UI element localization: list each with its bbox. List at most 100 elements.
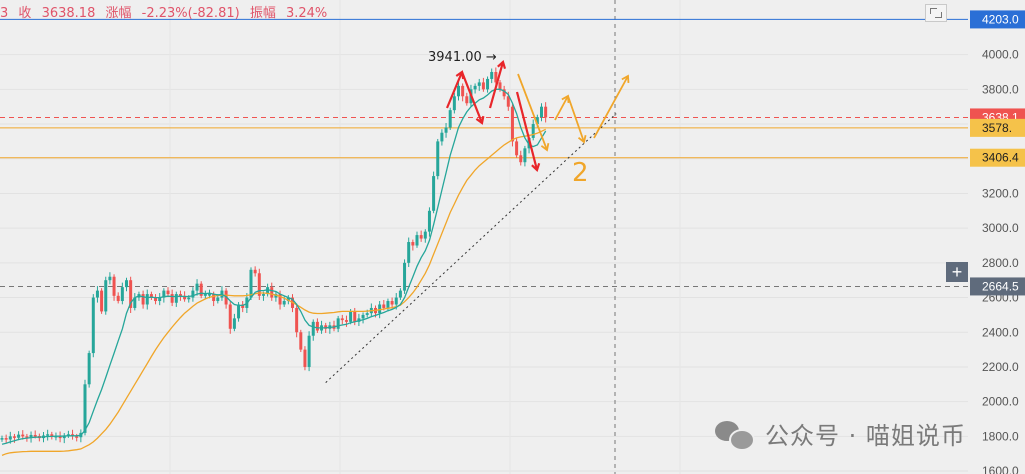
candle-body: [382, 304, 386, 308]
candle-body: [257, 273, 261, 296]
change-label: 涨幅: [105, 6, 132, 21]
amplitude-label: 振幅: [249, 6, 276, 21]
wave-arrow-down-1-head: [475, 115, 485, 125]
candle-body: [311, 321, 315, 336]
candle-body: [133, 297, 137, 308]
candle-body: [378, 304, 382, 314]
candle-body: [386, 301, 390, 308]
y-tick-label: 2200.0: [982, 360, 1019, 374]
candle-body: [440, 132, 444, 142]
candle-body: [29, 434, 33, 438]
candle-body: [187, 297, 191, 300]
projection-arrow-1-head: [540, 142, 550, 152]
candle-body: [353, 311, 357, 322]
candle-body: [203, 294, 207, 296]
candle-body: [365, 313, 369, 315]
candle-body: [112, 276, 116, 296]
candle-body: [477, 82, 481, 86]
candle-body: [83, 384, 87, 433]
candle-body: [104, 280, 108, 312]
candle-body: [427, 210, 431, 232]
y-tick-label: 3000.0: [982, 221, 1019, 235]
candle-body: [253, 269, 257, 274]
candle-body: [349, 311, 353, 322]
candle-body: [195, 283, 199, 291]
candle-body: [21, 434, 25, 437]
y-tick-label: 1800.0: [982, 429, 1019, 443]
projection-arrow-2: [554, 95, 569, 121]
candle-body: [444, 127, 448, 133]
candle-body: [46, 434, 50, 436]
candle-body: [145, 294, 149, 305]
candle-body: [515, 141, 519, 156]
candle-body: [141, 294, 145, 305]
candle-body: [398, 290, 402, 298]
grid: [0, 54, 968, 472]
candle-body: [473, 85, 477, 90]
expand-icon[interactable]: [925, 4, 947, 22]
candle-body: [91, 297, 95, 354]
candle-body: [303, 349, 307, 367]
wave-arrow-down-2-head: [531, 163, 541, 172]
candle-body: [432, 176, 436, 211]
candle-body: [50, 434, 54, 438]
amplitude-value: 3.24%: [285, 6, 328, 21]
add-crosshair-button[interactable]: +: [946, 262, 968, 282]
candle-body: [162, 290, 166, 298]
candle-body: [170, 294, 174, 303]
price-tag-label: 3406.4: [982, 151, 1019, 165]
candle-body: [282, 301, 286, 305]
close-value: 3638.18: [41, 6, 96, 21]
candle-body: [4, 438, 8, 440]
y-tick-label: 3800.0: [982, 82, 1019, 96]
candle-body: [461, 85, 465, 97]
candle-body: [344, 320, 348, 322]
wave-arrow-down-1: [460, 71, 484, 124]
candle-body: [12, 436, 16, 438]
candle-body: [62, 435, 66, 439]
candle-body: [506, 96, 510, 107]
candle-body: [58, 436, 62, 439]
candle-body: [270, 287, 274, 298]
wave-arrow-up-2-head: [497, 60, 507, 70]
candle-body: [0, 438, 4, 440]
wechat-icon: [715, 419, 755, 451]
candle-body: [216, 297, 220, 302]
candle-body: [33, 434, 37, 437]
y-tick-label: 2400.0: [982, 325, 1019, 339]
candle-body: [66, 434, 70, 436]
y-tick-label: 3200.0: [982, 186, 1019, 200]
peak-price-label: 3941.00 →: [428, 50, 497, 65]
y-tick-label: 4000.0: [982, 48, 1019, 62]
watermark: 公众号 · 喵姐说币: [715, 416, 966, 451]
ma-fast-line: [1, 88, 547, 445]
candle-body: [108, 276, 112, 281]
candle-body: [436, 141, 440, 177]
ma-slow-line: [1, 128, 546, 457]
candle-body: [502, 89, 506, 97]
projection-arrow-4-head: [621, 74, 630, 84]
projection-arrow-4: [593, 75, 629, 139]
wave-arrow-down-2: [515, 91, 539, 171]
price-axis: [970, 0, 1025, 474]
price-tag-label: 2664.5: [982, 279, 1019, 293]
candle-body: [407, 242, 411, 263]
price-tag: [970, 148, 1025, 167]
projection-arrow-3: [567, 95, 585, 143]
candle-body: [125, 280, 128, 288]
candle-body: [519, 155, 523, 163]
candle-body: [25, 436, 29, 438]
info-prefix: 3: [0, 6, 9, 21]
candle-body: [208, 294, 211, 296]
candle-body: [249, 269, 253, 298]
candle-body: [494, 71, 498, 83]
candle-body: [299, 332, 303, 350]
candle-body: [336, 318, 340, 329]
candle-body: [403, 262, 407, 291]
candle-body: [411, 242, 415, 246]
candle-body: [415, 235, 419, 246]
candle-body: [531, 124, 535, 138]
candle-body: [340, 318, 344, 321]
